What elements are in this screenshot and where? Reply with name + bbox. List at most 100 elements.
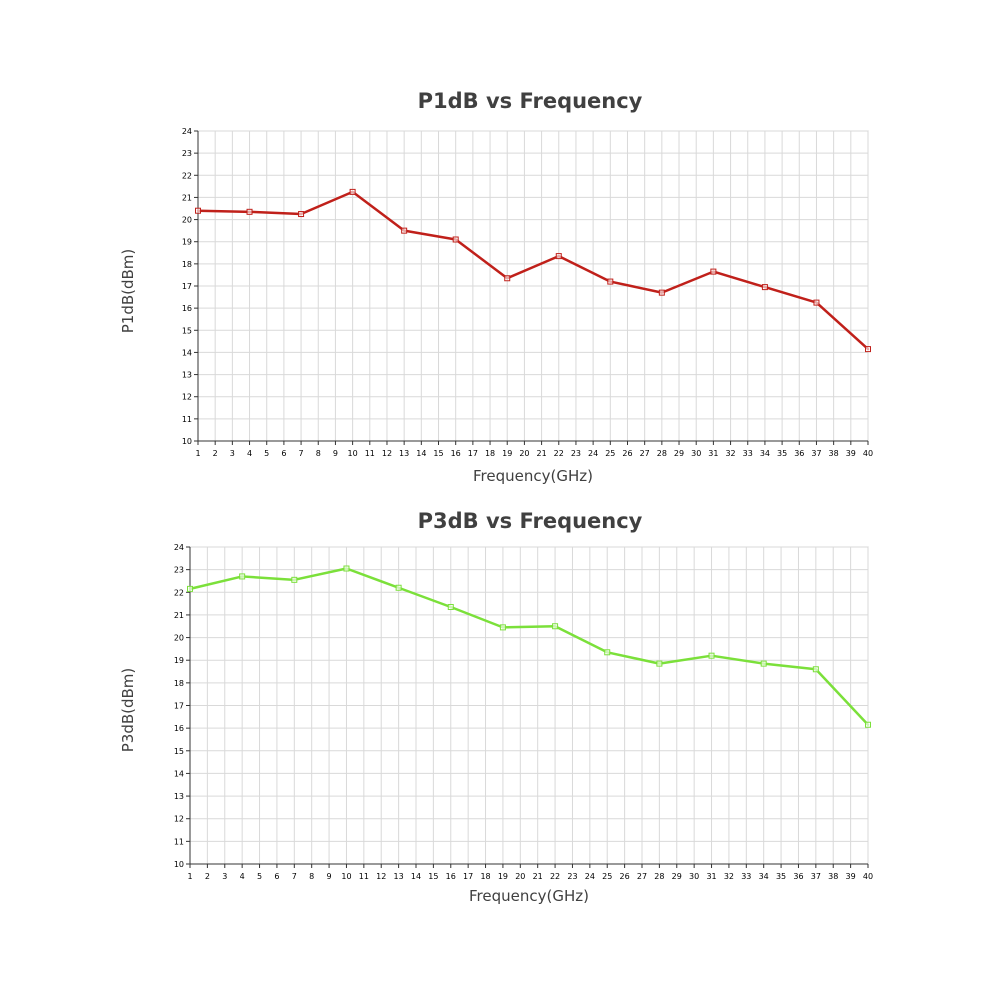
data-point [504, 275, 511, 282]
x-tick-label: 15 [433, 449, 443, 458]
x-axis-title: Frequency(GHz) [469, 887, 589, 905]
y-tick-label: 23 [182, 149, 192, 158]
data-point [246, 208, 253, 215]
x-tick-label: 16 [451, 449, 461, 458]
x-tick-label: 30 [689, 872, 699, 881]
data-point [658, 289, 665, 296]
x-tick-label: 21 [536, 449, 546, 458]
x-tick-label: 34 [759, 872, 769, 881]
x-tick-label: 31 [708, 449, 718, 458]
x-tick-label: 29 [672, 872, 682, 881]
x-tick-label: 38 [828, 872, 838, 881]
y-tick-label: 10 [174, 860, 184, 869]
data-point [343, 565, 350, 572]
data-point [760, 660, 767, 667]
data-point [401, 227, 408, 234]
y-tick-label: 21 [182, 193, 192, 202]
x-tick-label: 25 [602, 872, 612, 881]
y-tick-label: 24 [174, 543, 184, 552]
data-point [761, 284, 768, 291]
data-point [239, 573, 246, 580]
data-point [552, 623, 559, 630]
x-tick-label: 11 [365, 449, 375, 458]
x-tick-label: 39 [846, 872, 856, 881]
x-tick-label: 40 [863, 872, 873, 881]
data-point [452, 236, 459, 243]
x-tick-label: 18 [480, 872, 490, 881]
x-tick-label: 20 [515, 872, 525, 881]
x-tick-label: 4 [240, 872, 245, 881]
data-point [813, 299, 820, 306]
y-tick-label: 16 [174, 724, 184, 733]
x-tick-label: 37 [811, 449, 821, 458]
data-point [187, 585, 193, 592]
x-tick-label: 9 [327, 872, 332, 881]
y-axis-title: P1dB(dBm) [119, 249, 137, 334]
y-tick-label: 12 [182, 393, 192, 402]
x-axis-title: Frequency(GHz) [473, 467, 593, 485]
y-axis-title: P3dB(dBm) [119, 668, 137, 753]
x-tick-label: 2 [205, 872, 210, 881]
x-tick-label: 22 [550, 872, 560, 881]
y-tick-label: 14 [174, 769, 184, 778]
y-tick-label: 23 [174, 566, 184, 575]
x-tick-label: 22 [554, 449, 564, 458]
x-tick-label: 18 [485, 449, 495, 458]
x-tick-label: 3 [230, 449, 235, 458]
x-tick-label: 37 [811, 872, 821, 881]
x-tick-label: 26 [622, 449, 632, 458]
y-tick-label: 22 [174, 588, 184, 597]
y-tick-label: 20 [174, 634, 184, 643]
x-tick-label: 12 [382, 449, 392, 458]
y-tick-label: 15 [174, 747, 184, 756]
x-tick-label: 6 [274, 872, 279, 881]
x-tick-label: 29 [674, 449, 684, 458]
x-tick-label: 23 [567, 872, 577, 881]
data-point [710, 268, 717, 275]
y-tick-label: 22 [182, 171, 192, 180]
x-tick-label: 15 [428, 872, 438, 881]
x-tick-label: 36 [794, 449, 804, 458]
x-tick-label: 2 [213, 449, 218, 458]
x-tick-label: 27 [640, 449, 650, 458]
data-point [812, 666, 819, 673]
x-tick-label: 6 [281, 449, 286, 458]
x-tick-label: 17 [468, 449, 478, 458]
x-tick-label: 33 [741, 872, 751, 881]
x-tick-label: 20 [519, 449, 529, 458]
x-tick-label: 35 [776, 872, 786, 881]
chart-p1db: P1dB vs Frequency 10 11 12 13 14 15 16 17 18 19 20… [0, 85, 1000, 490]
x-tick-label: 12 [376, 872, 386, 881]
x-tick-label: 19 [502, 449, 512, 458]
data-point [607, 278, 614, 285]
y-tick-label: 13 [174, 792, 184, 801]
x-tick-label: 11 [359, 872, 369, 881]
x-tick-label: 7 [292, 872, 297, 881]
x-tick-label: 40 [863, 449, 873, 458]
x-tick-label: 13 [399, 449, 409, 458]
x-tick-label: 14 [411, 872, 421, 881]
y-tick-label: 21 [174, 611, 184, 620]
x-tick-label: 10 [348, 449, 358, 458]
x-tick-label: 32 [725, 449, 735, 458]
x-tick-label: 4 [247, 449, 252, 458]
x-tick-label: 31 [706, 872, 716, 881]
data-point [499, 624, 506, 631]
y-tick-label: 12 [174, 815, 184, 824]
data-point [604, 649, 611, 656]
y-tick-label: 24 [182, 127, 192, 136]
data-point [195, 207, 201, 214]
x-tick-label: 16 [446, 872, 456, 881]
x-tick-label: 13 [394, 872, 404, 881]
x-tick-label: 34 [760, 449, 770, 458]
x-tick-label: 1 [187, 872, 192, 881]
chart-title: P3dB vs Frequency [417, 509, 643, 533]
x-tick-label: 5 [257, 872, 262, 881]
x-tick-label: 36 [793, 872, 803, 881]
x-tick-label: 1 [195, 449, 200, 458]
x-tick-label: 33 [743, 449, 753, 458]
y-tick-label: 10 [182, 437, 192, 446]
data-point [865, 721, 871, 728]
y-tick-label: 11 [182, 415, 192, 424]
